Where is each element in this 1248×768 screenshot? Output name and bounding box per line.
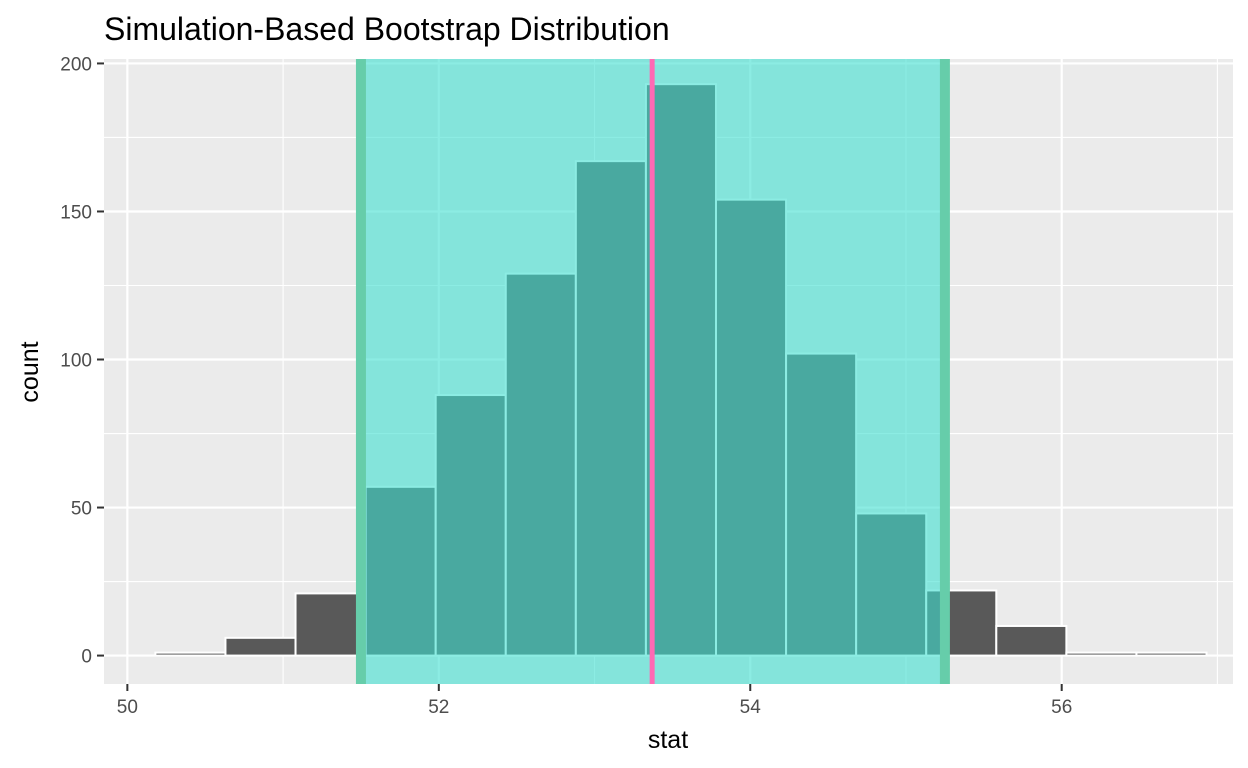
x-axis: 50 52 54 56 xyxy=(117,684,1072,718)
histogram-bar xyxy=(224,636,297,657)
y-tick-label: 0 xyxy=(81,647,92,668)
histogram-bar xyxy=(1065,651,1138,657)
x-tick-label: 52 xyxy=(428,697,449,718)
histogram-bar xyxy=(995,624,1068,657)
y-tick-label: 150 xyxy=(60,202,92,223)
x-tick-label: 56 xyxy=(1051,697,1072,718)
x-tick-label: 54 xyxy=(740,697,762,718)
histogram-bar xyxy=(154,651,227,657)
y-axis: 0 50 100 150 200 xyxy=(60,54,104,668)
y-axis-title: count xyxy=(16,341,44,402)
histogram-bar xyxy=(1135,651,1208,657)
chart-title: Simulation-Based Bootstrap Distribution xyxy=(104,11,670,47)
y-tick-label: 50 xyxy=(71,499,92,520)
histogram-bar xyxy=(294,592,367,657)
x-axis-title: stat xyxy=(648,726,688,754)
y-tick-label: 100 xyxy=(60,351,92,372)
x-tick-label: 50 xyxy=(117,697,138,718)
y-tick-label: 200 xyxy=(60,54,92,75)
